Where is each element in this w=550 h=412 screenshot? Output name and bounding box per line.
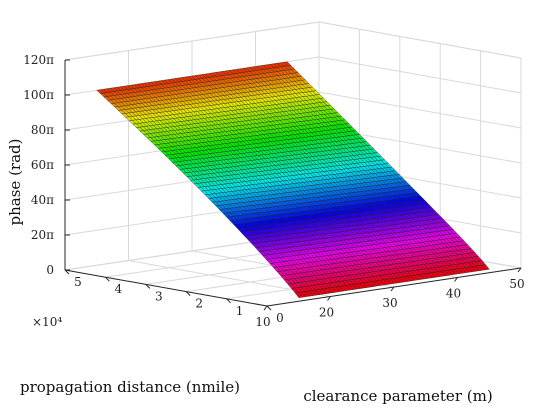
z-axis-label: phase (rad): [6, 139, 24, 226]
box-edge-back: [64, 21, 320, 61]
y-tick-label: 0: [276, 311, 284, 325]
z-tick-label: 80π: [31, 123, 54, 137]
x-tick-label: 50: [509, 277, 524, 291]
x-axis-label: clearance parameter (m): [303, 387, 492, 405]
y-tick-label: 5: [74, 275, 82, 289]
surface-cell: [294, 292, 303, 298]
y-tick-mark: [105, 276, 110, 282]
surface-plot: [96, 61, 490, 298]
y-tick-label: 3: [155, 289, 163, 303]
gridline-right-z: [318, 56, 522, 94]
y-axis-multiplier: ×10⁴: [32, 315, 62, 329]
z-tick-label: 20π: [31, 228, 54, 242]
z-tick-label: 100π: [23, 88, 54, 102]
y-tick-mark: [64, 269, 70, 275]
x-tick-mark: [327, 296, 331, 301]
gridline-right-z: [318, 91, 522, 129]
z-tick-label: 120π: [23, 53, 54, 67]
z-tick-label: 40π: [31, 193, 54, 207]
x-tick-label: 40: [446, 287, 461, 301]
y-tick-mark: [145, 284, 151, 289]
x-tick-mark: [263, 305, 268, 311]
box-edge-back: [318, 21, 522, 59]
y-tick-label: 4: [115, 282, 123, 296]
y-tick-mark: [226, 298, 231, 304]
x-tick-label: 20: [319, 306, 334, 320]
y-axis-label: propagation distance (nmile): [20, 378, 240, 396]
x-tick-label: 30: [382, 296, 397, 310]
y-axis-line: [64, 269, 268, 307]
x-tick-mark: [517, 267, 522, 273]
y-tick-label: 1: [236, 304, 244, 318]
y-tick-mark: [266, 305, 272, 311]
y-tick-label: 2: [195, 297, 203, 311]
z-tick-label: 60π: [31, 158, 54, 172]
y-tick-mark: [185, 291, 191, 296]
x-tick-label: 10: [255, 315, 270, 329]
x-tick-mark: [390, 286, 395, 292]
x-tick-mark: [454, 277, 458, 282]
z-tick-label: 0: [46, 263, 54, 277]
